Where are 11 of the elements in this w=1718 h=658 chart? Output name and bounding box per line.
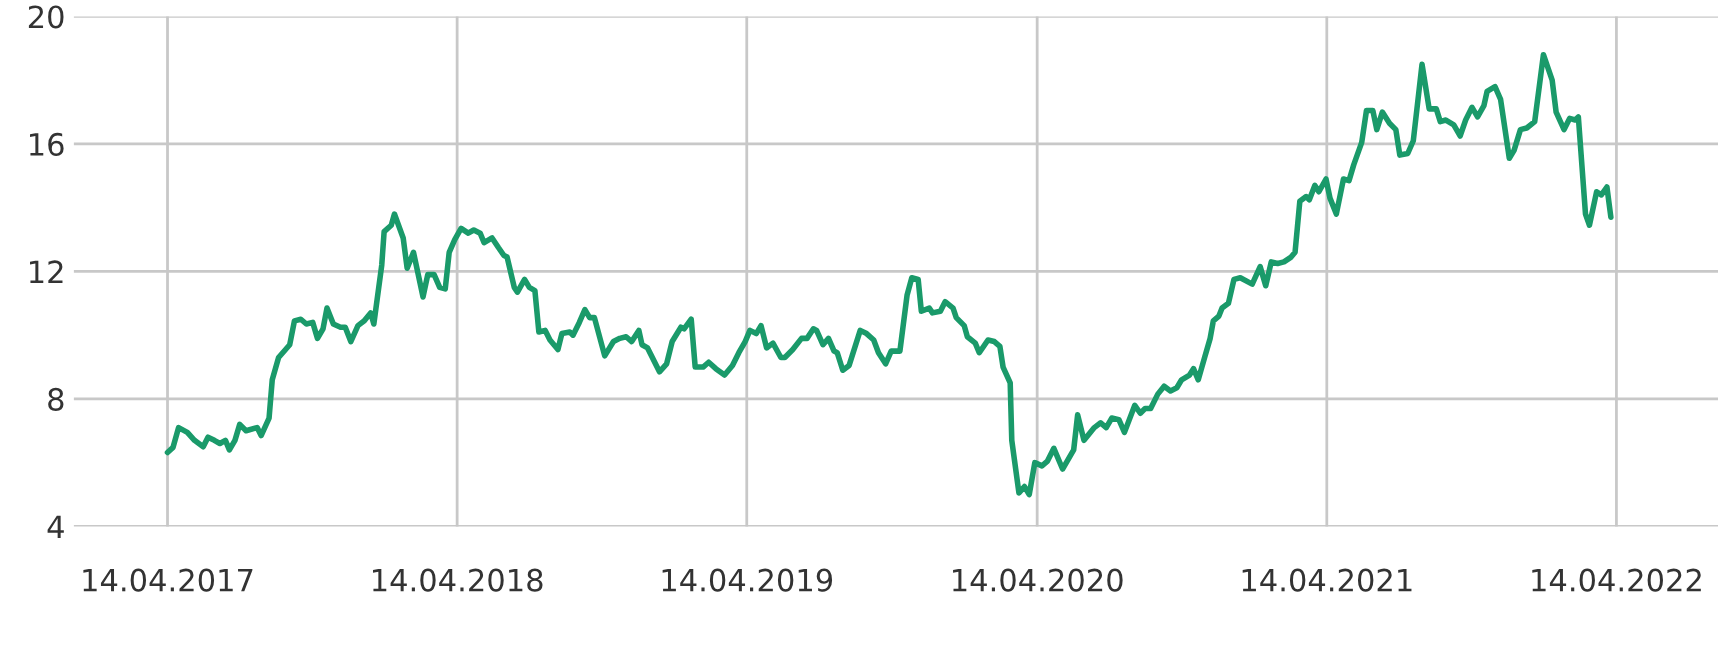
y-tick-label: 4 [47, 515, 64, 539]
x-tick-label: 14.04.2020 [953, 568, 1123, 592]
y-tick-label: 12 [30, 260, 63, 284]
y-tick-label: 20 [28, 5, 64, 29]
y-tick-label: 8 [48, 387, 64, 411]
x-tick-label: 14.04.2022 [1532, 568, 1701, 592]
x-tick-label: 14.04.2017 [83, 568, 253, 592]
x-tick-label: 14.04.2018 [373, 568, 543, 592]
x-tick-label: 14.04.2021 [1242, 568, 1412, 592]
y-tick-label: 16 [30, 132, 64, 156]
x-tick-label: 14.04.2019 [662, 568, 833, 592]
